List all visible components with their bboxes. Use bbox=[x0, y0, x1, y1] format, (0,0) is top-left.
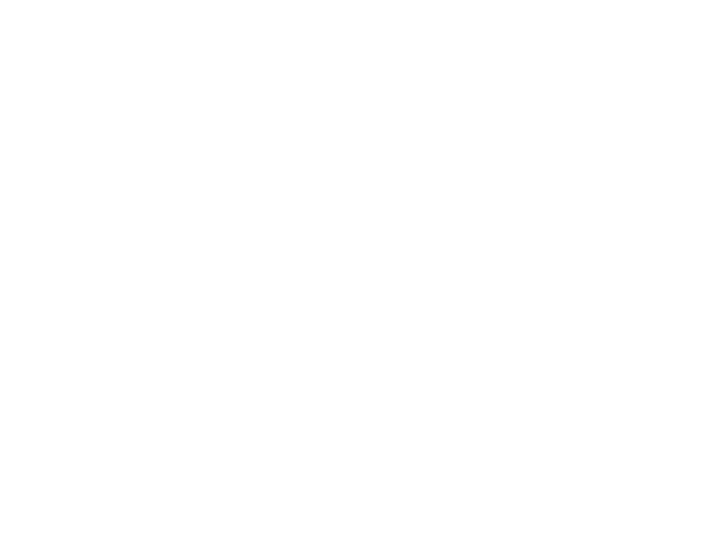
Text: Concept 3. Fraction of Molecular Collisions That Have Sufficient: Concept 3. Fraction of Molecular Collisi… bbox=[106, 153, 632, 168]
Text: $E = \dfrac{1}{2}mU^2$: $E = \dfrac{1}{2}mU^2$ bbox=[191, 258, 282, 295]
Text: Chapter 3: Chapter 3 bbox=[557, 84, 632, 99]
Text: Energy to React: Energy to React bbox=[303, 166, 435, 181]
Text: E and (E+dE): E and (E+dE) bbox=[132, 403, 230, 418]
Text: 29: 29 bbox=[112, 444, 133, 459]
Text: $f\left(E,T\right)dE = \dfrac{2\pi}{\left(2\pi k_B T\right)^{3/2}}E^{1/2}e^{\fra: $f\left(E,T\right)dE = \dfrac{2\pi}{\lef… bbox=[132, 316, 418, 361]
Text: $f\left(U,T\right)dU = 4\pi\left(\dfrac{m}{2\pi k_B T}\right)^{3/2}e^{-mU^2/2k_B: $f\left(U,T\right)dU = 4\pi\left(\dfrac{… bbox=[191, 195, 559, 235]
Text: Distribution of Velocities: Distribution of Velocities bbox=[132, 180, 345, 195]
Text: f(E,T)dE represents the fraction of collisions that have energy between: f(E,T)dE represents the fraction of coll… bbox=[132, 392, 652, 407]
Text: Given: Given bbox=[132, 207, 177, 222]
Text: Activation Energy: Activation Energy bbox=[132, 103, 660, 156]
Text: Let: Let bbox=[132, 269, 156, 284]
